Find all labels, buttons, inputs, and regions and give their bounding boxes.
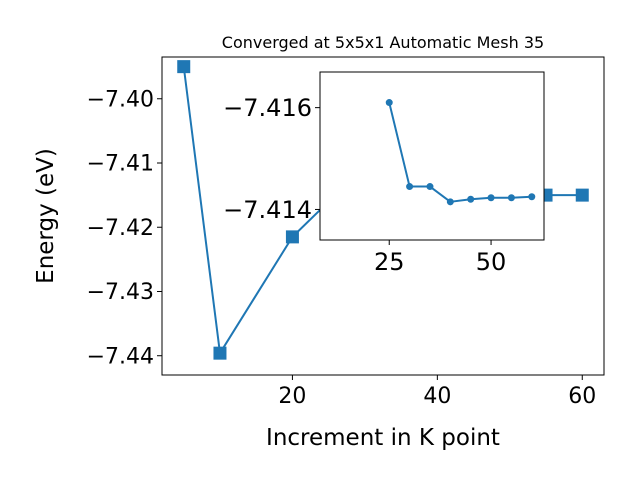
inset-data-point <box>487 194 495 202</box>
main-y-axis-label: Energy (eV) <box>33 148 59 284</box>
inset-data-point <box>385 99 393 107</box>
inset-y-tick-label: −7.416 <box>223 94 312 122</box>
inset-x-tick-label: 25 <box>374 248 405 276</box>
inset-data-point <box>446 198 454 206</box>
main-x-axis-label: Increment in K point <box>266 425 500 451</box>
main-x-tick-label: 20 <box>278 384 306 409</box>
main-y-tick-label: −7.40 <box>87 87 154 112</box>
main-x-tick-label: 60 <box>568 384 596 409</box>
inset-plot-area <box>319 71 545 241</box>
main-x-tick-label: 40 <box>423 384 451 409</box>
inset-x-tick-label: 50 <box>476 248 507 276</box>
inset-data-point <box>507 194 515 202</box>
main-y-tick-label: −7.42 <box>87 216 154 241</box>
inset-data-point <box>426 183 434 191</box>
inset-y-tick-label: −7.414 <box>223 196 312 224</box>
main-y-tick-label: −7.41 <box>87 152 154 177</box>
main-data-point <box>213 346 227 360</box>
main-data-point <box>177 60 191 74</box>
main-y-tick-label: −7.44 <box>87 344 154 369</box>
inset-chart: 25 50 −7.416 −7.414 <box>223 71 545 276</box>
inset-data-point <box>406 183 414 191</box>
main-data-point <box>575 188 589 202</box>
main-data-point <box>285 230 299 244</box>
main-title: Converged at 5x5x1 Automatic Mesh 35 <box>222 33 544 52</box>
main-y-tick-label: −7.43 <box>87 280 154 305</box>
inset-data-point <box>528 193 536 201</box>
inset-data-point <box>467 195 475 203</box>
